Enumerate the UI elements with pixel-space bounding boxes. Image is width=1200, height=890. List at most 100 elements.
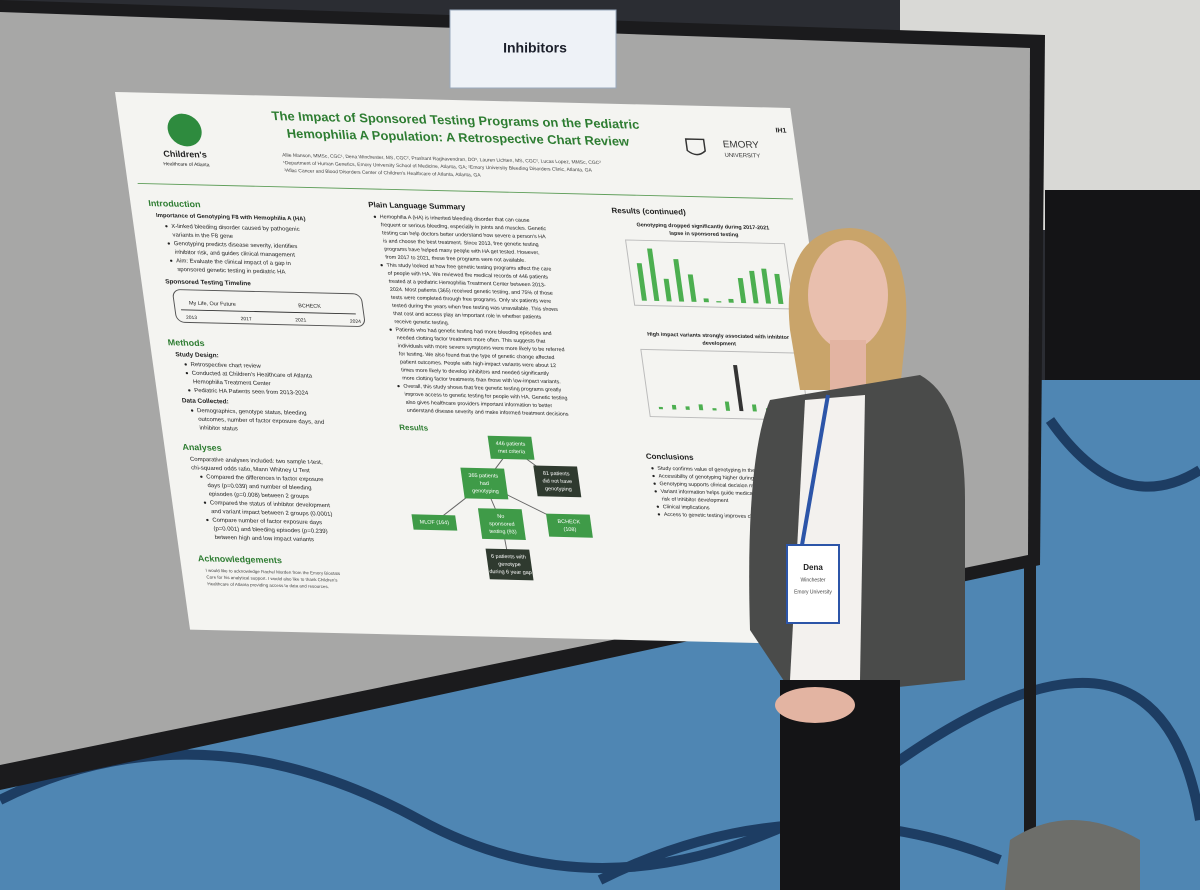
chart-bar-decor	[712, 408, 717, 411]
poster-text: Compare number of factor exposure days	[212, 518, 323, 526]
poster-text: testing can help doctors better understa…	[382, 230, 547, 240]
chart-title: Genotyping dropped significantly during …	[636, 222, 769, 231]
chart-bar-decor	[703, 298, 709, 303]
poster-text: needed clotting factor treatment more of…	[396, 335, 546, 344]
poster-text: Retrospective chart review	[190, 362, 262, 370]
poster-text: treated at a pediatric Hemophilia Treatm…	[389, 279, 547, 289]
flow-label: genotyping	[472, 488, 499, 494]
curtain	[1045, 190, 1200, 400]
section-heading: Acknowledgements	[197, 553, 282, 565]
flow-node	[460, 467, 509, 500]
timeline-axis	[180, 309, 356, 315]
subheading: Study Design:	[175, 351, 219, 359]
chart-bar-decor	[737, 278, 747, 304]
org-name: UNIVERSITY	[724, 153, 761, 160]
poster-text: inhibitor status	[199, 426, 238, 433]
poster-text: receive genetic testing.	[394, 319, 449, 326]
chart-title: High impact variants strongly associated…	[647, 332, 790, 341]
bullet	[389, 328, 392, 331]
chart-bar-decor	[647, 248, 660, 302]
section-heading: Methods	[167, 337, 205, 348]
poster-text: Conducted at Children's Healthcare of At…	[192, 371, 314, 380]
org-name: EMORY	[722, 139, 760, 151]
chart-title: lapse in sponsored testing	[669, 231, 739, 239]
poster-text: Core for his analytical support. I would…	[206, 575, 338, 583]
chart-bar-decor	[774, 273, 784, 304]
poster-text: between high and low impact variants	[214, 535, 314, 543]
chart-bar-decor	[716, 301, 722, 303]
poster-text: Compared the differences in factor expos…	[206, 474, 324, 483]
sign	[449, 9, 617, 89]
bullet	[656, 505, 660, 508]
badge-name: Dena	[803, 563, 823, 572]
flow-label: 365 patients	[468, 473, 499, 480]
bullet	[652, 474, 655, 478]
poster-text: individuals with more severe symptoms we…	[398, 343, 565, 353]
section-heading: Results (continued)	[611, 206, 687, 217]
flow-label: testing (93)	[489, 529, 517, 536]
poster-text: Demographics, genotype status, bleeding	[197, 408, 307, 416]
poster-text: Clinical implications	[662, 504, 710, 511]
bullet	[167, 242, 171, 245]
sign-text: Inhibitors	[503, 40, 567, 56]
poster-text: tested during the years when free testin…	[392, 303, 559, 313]
logo	[167, 113, 202, 147]
section-heading: Analyses	[182, 442, 223, 453]
chart-bar-decor	[658, 406, 664, 410]
chart-title: development	[702, 341, 737, 348]
poster-text: sponsored genetic testing in pediatric H…	[177, 267, 286, 275]
poster-text: more clotting factor treatments than tho…	[402, 376, 561, 386]
poster-text: Accessibility of genotyping higher durin…	[658, 474, 815, 484]
chart-bar-decor	[733, 364, 744, 412]
poster-text: Access to genetic testing improves clini…	[664, 512, 790, 521]
poster-text: Hemophilia A (HA) is inherited bleeding …	[380, 214, 531, 223]
flow-label: (108)	[563, 527, 577, 533]
poster-text: patient outcomes. People with high-impac…	[400, 360, 557, 370]
poster-text: Healthcare of Atlanta providing access t…	[207, 581, 329, 589]
poster-text: This study looked at how free genetic te…	[386, 263, 552, 273]
poster-text: that cost and access play an important r…	[393, 311, 542, 320]
flow-node	[533, 465, 582, 498]
bullet	[651, 467, 654, 470]
chart-bar-decor	[671, 404, 677, 410]
chart-bar-decor	[685, 406, 690, 410]
timeline-year: 2013	[186, 315, 198, 321]
poster-text: also gives healthcare providers importan…	[405, 400, 553, 409]
poster-text: chi-squared odds ratio, Mann Whitney U T…	[191, 466, 311, 475]
flow-label: during 6 year gap	[489, 569, 532, 576]
poster-text: is and choose the best treatment. Since …	[383, 239, 539, 249]
poster-text: Pediatric HA Patients seen from 2013-202…	[194, 388, 310, 397]
flow-node	[411, 514, 458, 531]
flow-label: MLOF (164)	[419, 520, 449, 527]
flow-label: genotype	[498, 562, 521, 568]
chart-bar-decor	[728, 298, 734, 303]
poster-text: frequent or serious bleeding, especially…	[381, 222, 547, 232]
section-heading: Results	[399, 423, 430, 432]
bullet	[380, 264, 383, 267]
poster-text: Aim: Evaluate the clinical impact of a g…	[176, 258, 291, 267]
bullet	[200, 475, 203, 478]
hands	[775, 687, 855, 723]
bullet	[165, 225, 168, 228]
poster-authors: ³Aflac Cancer and Blood Disorders Center…	[284, 168, 482, 179]
poster-text: Variant information helps guide medical …	[660, 489, 787, 498]
lanyard	[800, 394, 830, 546]
chart-bar-decor	[687, 274, 697, 302]
flow-label: sponsored	[489, 521, 515, 527]
bullet	[188, 389, 191, 392]
poster-text: for testing. We also found that the type…	[399, 351, 555, 361]
bullet	[203, 501, 207, 504]
chart-bar-decor	[636, 263, 647, 301]
flow-node	[485, 548, 534, 581]
bullet	[657, 513, 661, 516]
flow-label: No	[497, 514, 505, 520]
section-heading: Conclusions	[645, 452, 694, 462]
badge	[786, 544, 840, 624]
poster-text: X-linked bleeding disorder caused by pat…	[171, 224, 300, 233]
bullet	[170, 259, 173, 262]
flow-node	[487, 435, 535, 460]
poster-text: Genotyping predicts disease severity, id…	[173, 241, 297, 250]
poster-text: times more likely to develop inhibitors …	[401, 368, 550, 377]
section-heading: Plain Language Summary	[368, 200, 467, 211]
flow-node	[545, 513, 593, 538]
